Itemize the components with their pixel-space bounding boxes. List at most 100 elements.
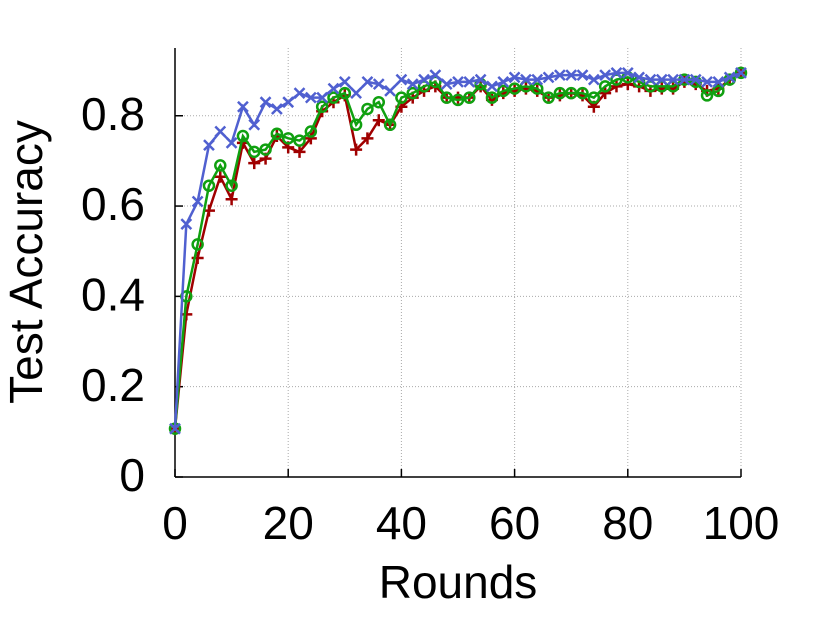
marker: [327, 91, 340, 104]
marker: [451, 93, 465, 107]
marker: [417, 80, 431, 93]
marker: [225, 193, 238, 206]
marker: [576, 69, 589, 81]
marker: [418, 73, 430, 86]
marker: [610, 73, 623, 86]
x-tick-label: 100: [703, 497, 780, 549]
marker: [338, 75, 351, 88]
marker: [655, 80, 669, 93]
marker: [270, 103, 283, 115]
marker: [440, 91, 453, 104]
marker: [316, 91, 329, 104]
marker: [429, 75, 442, 89]
marker: [406, 86, 419, 100]
marker: [576, 86, 589, 100]
marker: [225, 136, 238, 149]
marker: [565, 69, 578, 81]
series-line: [173, 71, 742, 429]
marker: [610, 66, 623, 79]
marker: [542, 91, 555, 104]
marker: [723, 71, 736, 84]
x-tick-label: 60: [489, 497, 540, 549]
marker: [191, 195, 204, 208]
marker: [304, 91, 317, 104]
marker: [734, 66, 748, 80]
marker: [644, 80, 657, 93]
marker: [282, 96, 295, 109]
marker: [621, 66, 634, 79]
marker: [191, 238, 204, 251]
marker: [701, 75, 713, 88]
marker: [259, 143, 272, 156]
marker: [304, 132, 317, 145]
marker: [621, 78, 634, 91]
marker: [667, 73, 679, 86]
y-tick-label: 0.8: [81, 88, 145, 140]
marker: [315, 100, 329, 113]
marker: [587, 91, 601, 104]
marker: [530, 82, 544, 95]
x-tick-label: 20: [263, 497, 314, 549]
marker: [372, 114, 385, 127]
y-tick-label: 0.6: [81, 178, 145, 230]
marker: [452, 75, 464, 88]
series-line: [173, 71, 742, 429]
marker: [350, 87, 363, 100]
marker: [350, 143, 363, 156]
x-tick-label: 0: [162, 497, 188, 549]
marker: [406, 78, 419, 91]
marker: [372, 95, 386, 109]
marker: [259, 96, 272, 109]
marker: [169, 422, 181, 435]
marker: [599, 87, 612, 100]
marker: [564, 86, 578, 100]
marker: [361, 75, 374, 88]
marker: [508, 82, 521, 95]
y-tick-label: 0.4: [81, 269, 145, 321]
marker: [599, 69, 612, 81]
marker: [463, 91, 476, 104]
marker: [281, 132, 295, 145]
marker: [248, 157, 261, 170]
marker: [361, 102, 374, 116]
marker: [202, 179, 216, 192]
marker: [633, 71, 646, 84]
marker: [712, 84, 725, 98]
marker: [610, 80, 623, 93]
marker: [214, 159, 227, 172]
marker: [440, 78, 453, 91]
marker: [474, 73, 487, 86]
marker: [203, 139, 215, 151]
marker: [666, 80, 680, 93]
y-tick-label: 0.2: [81, 359, 145, 411]
y-tick-label: 0: [119, 449, 145, 501]
marker: [678, 73, 691, 86]
y-axis-label: Test Accuracy: [0, 120, 52, 404]
marker: [349, 118, 363, 132]
marker: [553, 86, 567, 100]
marker: [248, 118, 261, 131]
marker: [293, 134, 306, 147]
marker: [429, 69, 442, 81]
marker: [497, 84, 510, 98]
marker: [293, 145, 306, 158]
marker: [531, 73, 544, 86]
marker: [598, 80, 612, 93]
marker: [225, 179, 238, 192]
marker: [497, 75, 510, 88]
marker: [712, 75, 725, 88]
marker: [486, 80, 498, 93]
x-tick-label: 80: [602, 497, 653, 549]
marker: [304, 125, 318, 138]
marker: [361, 132, 374, 145]
marker: [519, 80, 533, 93]
marker: [372, 78, 385, 91]
marker: [384, 85, 396, 97]
series-line: [173, 71, 742, 429]
marker: [247, 145, 261, 159]
x-tick-label: 40: [376, 497, 427, 549]
marker: [553, 69, 566, 81]
marker: [655, 73, 668, 86]
marker: [542, 71, 555, 84]
